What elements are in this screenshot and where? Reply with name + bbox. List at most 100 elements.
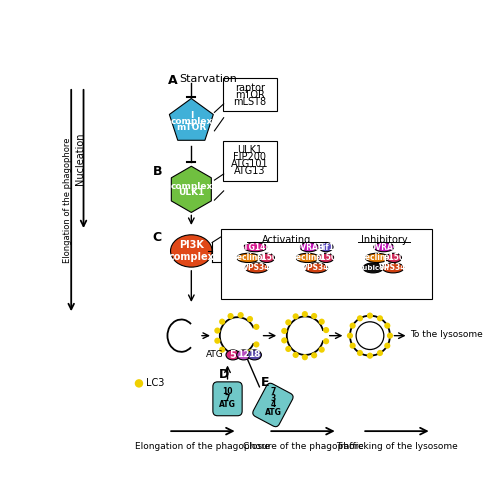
Text: VPS34: VPS34 bbox=[243, 264, 271, 272]
Text: 7: 7 bbox=[270, 386, 276, 396]
Ellipse shape bbox=[302, 354, 308, 360]
Ellipse shape bbox=[227, 352, 234, 358]
Ellipse shape bbox=[214, 338, 221, 344]
Text: mTOR: mTOR bbox=[176, 123, 207, 132]
Ellipse shape bbox=[135, 379, 143, 388]
Ellipse shape bbox=[247, 316, 253, 322]
Text: ULK1: ULK1 bbox=[237, 146, 262, 156]
Ellipse shape bbox=[238, 353, 243, 360]
Text: 7: 7 bbox=[225, 394, 230, 402]
Ellipse shape bbox=[214, 328, 221, 334]
Text: 18: 18 bbox=[248, 350, 260, 360]
Text: Elongation of the phagophore: Elongation of the phagophore bbox=[136, 442, 270, 451]
Ellipse shape bbox=[349, 322, 356, 328]
Ellipse shape bbox=[281, 338, 287, 344]
Ellipse shape bbox=[238, 312, 243, 318]
Ellipse shape bbox=[293, 352, 299, 358]
Text: Beclin-1: Beclin-1 bbox=[231, 254, 266, 262]
Text: Activating: Activating bbox=[262, 235, 312, 245]
Ellipse shape bbox=[382, 263, 404, 273]
Ellipse shape bbox=[253, 342, 260, 347]
Ellipse shape bbox=[384, 342, 390, 349]
Ellipse shape bbox=[323, 327, 329, 333]
Text: Trafficking of the lysosome: Trafficking of the lysosome bbox=[336, 442, 458, 451]
Text: Bif1: Bif1 bbox=[317, 242, 334, 252]
Ellipse shape bbox=[296, 254, 319, 262]
Text: p150: p150 bbox=[383, 254, 404, 262]
Text: raptor: raptor bbox=[235, 82, 265, 92]
Text: Rubicon: Rubicon bbox=[357, 265, 389, 271]
Text: LC3: LC3 bbox=[146, 378, 164, 388]
Text: Closure of the phagophore: Closure of the phagophore bbox=[243, 442, 364, 451]
Text: PI3K
complex: PI3K complex bbox=[168, 240, 214, 262]
FancyBboxPatch shape bbox=[213, 382, 242, 416]
Ellipse shape bbox=[357, 350, 363, 356]
Ellipse shape bbox=[363, 263, 383, 273]
Ellipse shape bbox=[384, 322, 390, 328]
Text: 10: 10 bbox=[222, 386, 233, 396]
Text: I: I bbox=[190, 112, 193, 120]
Polygon shape bbox=[169, 98, 213, 140]
Ellipse shape bbox=[319, 318, 325, 325]
Text: C: C bbox=[153, 231, 162, 244]
Text: p150: p150 bbox=[315, 254, 337, 262]
Ellipse shape bbox=[293, 314, 299, 320]
Ellipse shape bbox=[247, 349, 253, 356]
Ellipse shape bbox=[367, 312, 373, 318]
Ellipse shape bbox=[226, 350, 240, 360]
Text: Beclin-1: Beclin-1 bbox=[290, 254, 325, 262]
Text: B: B bbox=[153, 164, 162, 177]
Ellipse shape bbox=[374, 242, 394, 252]
Text: p150: p150 bbox=[256, 254, 278, 262]
Polygon shape bbox=[172, 166, 211, 212]
Ellipse shape bbox=[281, 328, 287, 334]
Ellipse shape bbox=[367, 352, 373, 359]
FancyBboxPatch shape bbox=[223, 78, 277, 111]
Ellipse shape bbox=[318, 254, 334, 262]
Ellipse shape bbox=[237, 350, 251, 360]
Ellipse shape bbox=[171, 235, 212, 267]
FancyBboxPatch shape bbox=[221, 230, 432, 298]
Text: UVRAG: UVRAG bbox=[294, 242, 324, 252]
Ellipse shape bbox=[259, 254, 275, 262]
Ellipse shape bbox=[347, 332, 353, 338]
FancyBboxPatch shape bbox=[223, 141, 277, 181]
Text: 3: 3 bbox=[270, 394, 276, 402]
Ellipse shape bbox=[319, 346, 325, 352]
Ellipse shape bbox=[305, 263, 328, 273]
Text: mLST8: mLST8 bbox=[233, 96, 266, 106]
Ellipse shape bbox=[387, 332, 393, 338]
Text: ATG: ATG bbox=[264, 408, 281, 417]
Text: complex: complex bbox=[170, 117, 212, 126]
Ellipse shape bbox=[227, 313, 234, 319]
Text: 12: 12 bbox=[238, 350, 250, 360]
Ellipse shape bbox=[245, 263, 268, 273]
Ellipse shape bbox=[285, 320, 292, 326]
Text: ATG: ATG bbox=[206, 350, 224, 360]
Text: ATG14L: ATG14L bbox=[239, 242, 271, 252]
Ellipse shape bbox=[357, 315, 363, 322]
Text: ATG13: ATG13 bbox=[234, 166, 265, 176]
Ellipse shape bbox=[311, 313, 317, 319]
Text: VPS34: VPS34 bbox=[302, 264, 330, 272]
Ellipse shape bbox=[237, 254, 260, 262]
Ellipse shape bbox=[323, 338, 329, 344]
Text: VPS34: VPS34 bbox=[379, 264, 407, 272]
Ellipse shape bbox=[253, 324, 260, 330]
Ellipse shape bbox=[365, 254, 388, 262]
Ellipse shape bbox=[311, 352, 317, 358]
Text: D: D bbox=[219, 368, 229, 381]
Ellipse shape bbox=[219, 318, 225, 325]
Text: Starvation: Starvation bbox=[179, 74, 237, 84]
Ellipse shape bbox=[319, 242, 333, 252]
Text: ATG101: ATG101 bbox=[231, 160, 269, 170]
Ellipse shape bbox=[302, 311, 308, 317]
Text: Beclin-1: Beclin-1 bbox=[360, 254, 394, 262]
Ellipse shape bbox=[247, 350, 261, 360]
Text: A: A bbox=[168, 74, 178, 87]
Text: To the lysosome: To the lysosome bbox=[410, 330, 483, 338]
Text: Inhibitory: Inhibitory bbox=[361, 235, 407, 245]
Ellipse shape bbox=[377, 315, 383, 322]
Text: UVRAG: UVRAG bbox=[369, 242, 399, 252]
Text: 4: 4 bbox=[270, 400, 276, 409]
